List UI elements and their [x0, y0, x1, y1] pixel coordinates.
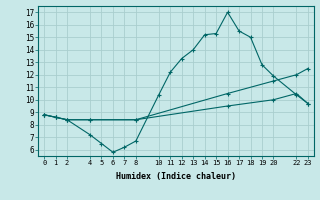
X-axis label: Humidex (Indice chaleur): Humidex (Indice chaleur): [116, 172, 236, 181]
